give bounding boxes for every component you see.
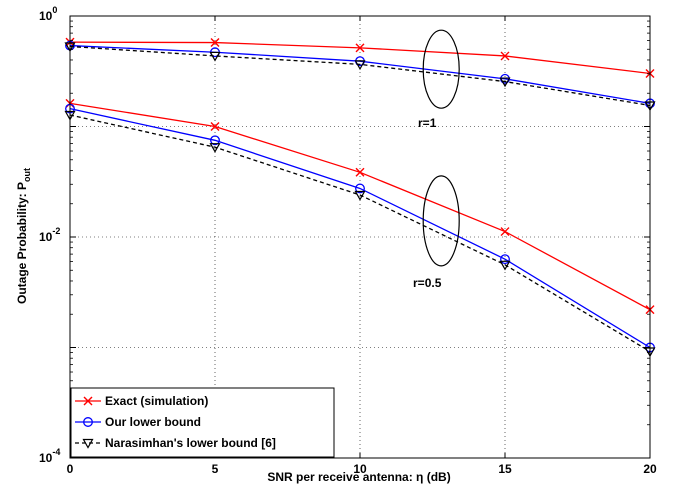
x-marker-stroke xyxy=(355,43,365,53)
series-line xyxy=(69,45,651,107)
x-marker-stroke xyxy=(210,38,220,48)
x-tick-label: 5 xyxy=(212,462,219,476)
legend-entry: Narasimhan's lower bound [6] xyxy=(75,436,276,450)
data-point xyxy=(210,122,220,131)
data-point xyxy=(500,254,510,265)
x-axis-label: SNR per receive antenna: η (dB) xyxy=(267,470,450,484)
data-point xyxy=(499,260,511,271)
y-tick-exponent: -4 xyxy=(52,447,60,457)
legend-box xyxy=(70,387,335,458)
group-label: r=1 xyxy=(418,116,437,130)
y-axis-label-subscript: out xyxy=(22,168,32,182)
x-marker-stroke xyxy=(500,51,510,61)
data-point xyxy=(354,190,366,201)
group-ellipse xyxy=(422,175,460,267)
data-point xyxy=(209,143,221,153)
x-tick-label: 20 xyxy=(643,462,657,476)
y-tick-label: 10-2 xyxy=(39,226,60,244)
x-marker-stroke xyxy=(355,167,365,177)
y-axis-label: Outage Probability: Pout xyxy=(15,168,32,304)
data-point xyxy=(210,135,220,146)
y-axis-label-main: Outage Probability: P xyxy=(15,182,29,304)
legend-label: Our lower bound xyxy=(105,415,201,429)
legend-marker xyxy=(83,417,93,427)
group-label: r=0.5 xyxy=(413,276,442,290)
data-point xyxy=(355,167,365,177)
legend-marker xyxy=(83,396,93,406)
series-line xyxy=(69,114,651,353)
legend: Exact (simulation) Our lower bound Narasim… xyxy=(70,387,335,458)
y-tick-base: 10 xyxy=(39,451,53,465)
y-tick-label: 10-4 xyxy=(39,447,60,465)
data-point xyxy=(210,38,220,48)
x-marker-stroke xyxy=(500,227,510,237)
grid xyxy=(70,16,650,458)
data-point xyxy=(355,183,365,194)
series-circle-r05 xyxy=(65,103,655,353)
legend-entry: Exact (simulation) xyxy=(75,394,208,408)
data-point xyxy=(209,51,221,62)
data-point xyxy=(354,60,366,71)
y-tick-label: 100 xyxy=(39,5,57,23)
series-line xyxy=(69,108,651,349)
data-point xyxy=(500,227,510,237)
series-x-r1 xyxy=(65,37,655,78)
legend-label: Exact (simulation) xyxy=(105,394,208,408)
group-ellipse xyxy=(422,29,460,109)
series-layer xyxy=(64,37,656,358)
data-point xyxy=(500,51,510,61)
data-point xyxy=(355,43,365,53)
x-tick-label: 10 xyxy=(353,462,367,476)
x-marker-stroke xyxy=(83,396,93,406)
legend-label: Narasimhan's lower bound [6] xyxy=(105,436,276,450)
legend-entry: Our lower bound xyxy=(75,415,201,429)
legend-marker xyxy=(82,438,94,449)
y-tick-exponent: 0 xyxy=(52,5,57,15)
annotation-layer: r=1 r=0.5 xyxy=(413,29,460,290)
x-tick-label: 15 xyxy=(498,462,512,476)
data-point xyxy=(499,77,511,88)
x-marker-stroke xyxy=(210,122,220,131)
y-tick-exponent: -2 xyxy=(52,226,60,236)
y-tick-base: 10 xyxy=(39,230,53,244)
y-tick-base: 10 xyxy=(39,9,53,23)
x-tick-label: 0 xyxy=(67,462,74,476)
